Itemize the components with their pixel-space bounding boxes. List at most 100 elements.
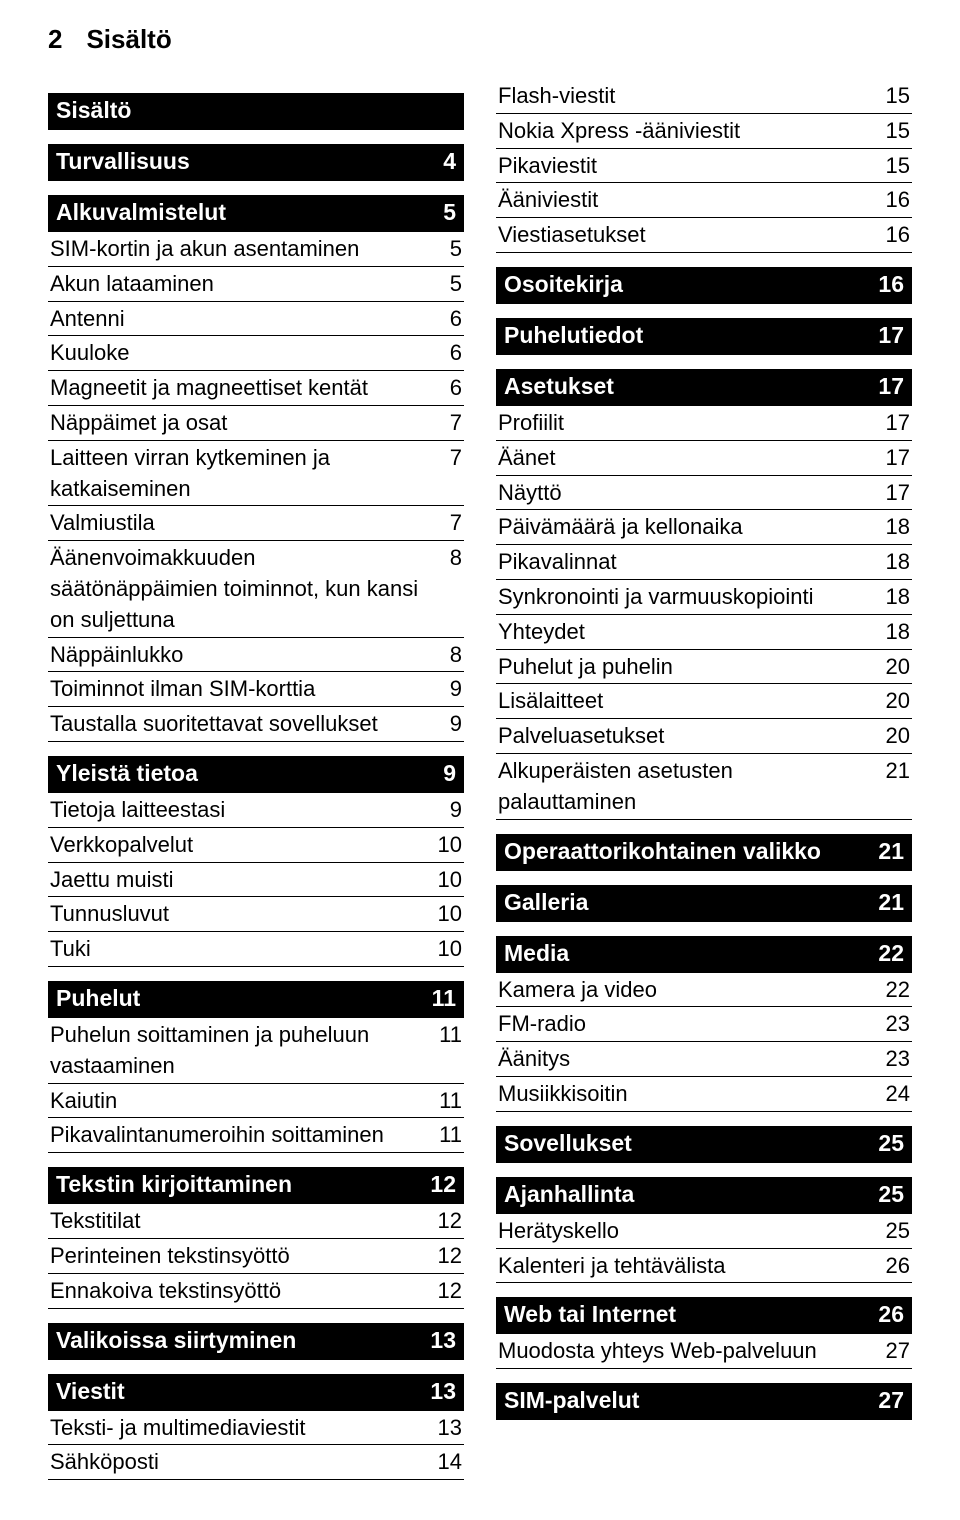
toc-row: Ääniviestit16 (496, 183, 912, 218)
toc-row-label: Palveluasetukset (498, 721, 880, 752)
toc-heading-label: Osoitekirja (504, 271, 623, 298)
toc-section-heading: Asetukset17 (496, 369, 912, 406)
toc-row-page: 14 (432, 1447, 462, 1478)
toc-row-label: Synkronointi ja varmuuskopiointi (498, 582, 880, 613)
toc-row-label: Viestiasetukset (498, 220, 880, 251)
toc-heading-label: SIM-palvelut (504, 1387, 639, 1414)
toc-row: Tuki10 (48, 932, 464, 967)
toc-heading-label: Valikoissa siirtyminen (56, 1327, 296, 1354)
toc-row-page: 17 (880, 478, 910, 509)
toc-row: Flash-viestit15 (496, 79, 912, 114)
toc-row-label: Verkkopalvelut (50, 830, 432, 861)
toc-heading-label: Ajanhallinta (504, 1181, 634, 1208)
toc-row: Musiikkisoitin24 (496, 1077, 912, 1112)
toc-row: Synkronointi ja varmuuskopiointi18 (496, 580, 912, 615)
toc-row-label: Taustalla suoritettavat sovellukset (50, 709, 432, 740)
toc-row-label: Magneetit ja magneettiset kentät (50, 373, 432, 404)
toc-row-page: 24 (880, 1079, 910, 1110)
toc-row-label: Kamera ja video (498, 975, 880, 1006)
toc-row-label: Akun lataaminen (50, 269, 432, 300)
toc-row-page: 25 (880, 1216, 910, 1247)
toc-row-label: Puhelun soittaminen ja puheluun vastaami… (50, 1020, 432, 1082)
toc-row-page: 11 (432, 1086, 462, 1117)
toc-row: SIM-kortin ja akun asentaminen5 (48, 232, 464, 267)
toc-heading-label: Puhelutiedot (504, 322, 643, 349)
toc-row-page: 8 (432, 640, 462, 671)
toc-heading-label: Viestit (56, 1378, 125, 1405)
toc-heading-page: 9 (443, 760, 456, 787)
toc-row: Lisälaitteet20 (496, 684, 912, 719)
toc-row-label: Tietoja laitteestasi (50, 795, 432, 826)
toc-row-page: 17 (880, 408, 910, 439)
toc-row-page: 5 (432, 234, 462, 265)
toc-section-heading: Galleria21 (496, 885, 912, 922)
toc-row-page: 26 (880, 1251, 910, 1282)
toc-row: Puhelun soittaminen ja puheluun vastaami… (48, 1018, 464, 1084)
toc-row-page: 17 (880, 443, 910, 474)
toc-row: Valmiustila7 (48, 506, 464, 541)
toc-heading-label: Sovellukset (504, 1130, 632, 1157)
left-column: SisältöTurvallisuus4Alkuvalmistelut5SIM-… (48, 79, 464, 1480)
toc-row-label: SIM-kortin ja akun asentaminen (50, 234, 432, 265)
toc-row: Tietoja laitteestasi9 (48, 793, 464, 828)
toc-row-page: 18 (880, 617, 910, 648)
toc-row-page: 10 (432, 830, 462, 861)
toc-row-label: Tunnusluvut (50, 899, 432, 930)
toc-row-label: Kalenteri ja tehtävälista (498, 1251, 880, 1282)
toc-row-page: 16 (880, 185, 910, 216)
toc-row-label: Pikavalinnat (498, 547, 880, 578)
toc-row-label: FM-radio (498, 1009, 880, 1040)
toc-row-page: 20 (880, 721, 910, 752)
toc-row: Teksti- ja multimediaviestit13 (48, 1411, 464, 1446)
toc-heading-page: 13 (430, 1327, 456, 1354)
toc-row-page: 7 (432, 443, 462, 474)
toc-row: Pikavalintanumeroihin soittaminen11 (48, 1118, 464, 1153)
toc-row: Palveluasetukset20 (496, 719, 912, 754)
toc-heading-page: 25 (878, 1181, 904, 1208)
toc-row-page: 9 (432, 795, 462, 826)
toc-row-page: 12 (432, 1276, 462, 1307)
toc-row: Taustalla suoritettavat sovellukset9 (48, 707, 464, 742)
toc-row-page: 7 (432, 408, 462, 439)
toc-heading-page: 16 (878, 271, 904, 298)
toc-row-label: Ennakoiva tekstinsyöttö (50, 1276, 432, 1307)
toc-row-label: Jaettu muisti (50, 865, 432, 896)
toc-row-label: Alkuperäisten asetusten palauttaminen (498, 756, 880, 818)
toc-row: Viestiasetukset16 (496, 218, 912, 253)
toc-row: Yhteydet18 (496, 615, 912, 650)
toc-row-label: Puhelut ja puhelin (498, 652, 880, 683)
toc-row: FM-radio23 (496, 1007, 912, 1042)
toc-row: Magneetit ja magneettiset kentät6 (48, 371, 464, 406)
toc-row-label: Teksti- ja multimediaviestit (50, 1413, 432, 1444)
toc-row-label: Näyttö (498, 478, 880, 509)
toc-heading-label: Yleistä tietoa (56, 760, 198, 787)
toc-row-label: Muodosta yhteys Web-palveluun (498, 1336, 880, 1367)
toc-row: Näppäinlukko8 (48, 638, 464, 673)
toc-row-label: Tuki (50, 934, 432, 965)
toc-row: Antenni6 (48, 302, 464, 337)
toc-row: Muodosta yhteys Web-palveluun27 (496, 1334, 912, 1369)
toc-row-label: Näppäimet ja osat (50, 408, 432, 439)
toc-row-label: Lisälaitteet (498, 686, 880, 717)
toc-section-heading: Sisältö (48, 93, 464, 130)
toc-row-label: Antenni (50, 304, 432, 335)
toc-heading-page: 17 (878, 322, 904, 349)
toc-heading-page: 22 (878, 940, 904, 967)
toc-row: Pikaviestit15 (496, 149, 912, 184)
toc-row-page: 5 (432, 269, 462, 300)
toc-row-label: Näppäinlukko (50, 640, 432, 671)
toc-row: Kaiutin11 (48, 1084, 464, 1119)
toc-section-heading: Yleistä tietoa 9 (48, 756, 464, 793)
toc-row-page: 18 (880, 547, 910, 578)
toc-row-label: Laitteen virran kytkeminen ja katkaisemi… (50, 443, 432, 505)
toc-row-label: Tekstitilat (50, 1206, 432, 1237)
toc-row-label: Valmiustila (50, 508, 432, 539)
toc-row-label: Äänenvoimakkuuden säätönäppäimien toimin… (50, 543, 432, 635)
toc-row: Äänenvoimakkuuden säätönäppäimien toimin… (48, 541, 464, 637)
toc-row-label: Sähköposti (50, 1447, 432, 1478)
toc-heading-page: 13 (430, 1378, 456, 1405)
toc-row-label: Kaiutin (50, 1086, 432, 1117)
toc-row-label: Äänet (498, 443, 880, 474)
toc-heading-label: Galleria (504, 889, 588, 916)
toc-row-page: 7 (432, 508, 462, 539)
